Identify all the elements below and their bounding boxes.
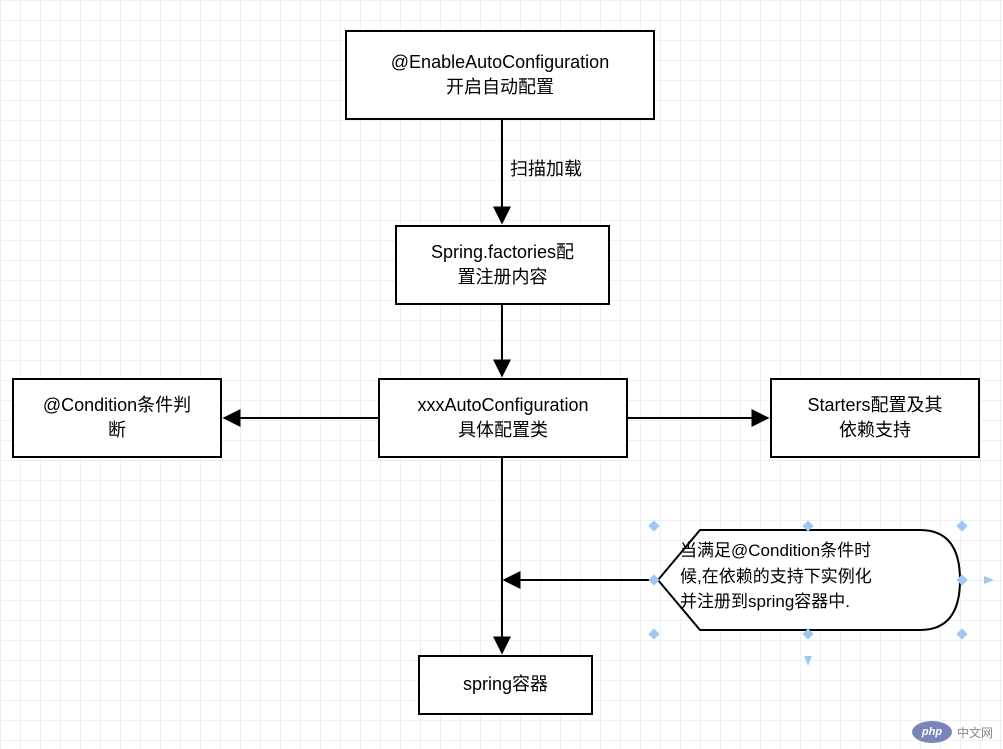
node-text: Spring.factories配 置注册内容 bbox=[431, 240, 574, 290]
selection-handle[interactable] bbox=[802, 628, 813, 639]
selection-handle[interactable] bbox=[802, 520, 813, 531]
node-annotation-text[interactable]: 当满足@Condition条件时 候,在依赖的支持下实例化 并注册到spring… bbox=[680, 538, 950, 622]
line1: @Condition条件判 bbox=[43, 395, 191, 415]
selection-handle[interactable] bbox=[956, 520, 967, 531]
line1: Spring.factories配 bbox=[431, 242, 574, 262]
selection-arrow-right bbox=[984, 576, 994, 584]
line2: 候,在依赖的支持下实例化 bbox=[680, 567, 872, 586]
selection-arrow-down bbox=[804, 656, 812, 666]
line1: @EnableAutoConfiguration bbox=[391, 52, 609, 72]
line2: 具体配置类 bbox=[458, 420, 548, 440]
selection-handle[interactable] bbox=[648, 520, 659, 531]
logo-text: php bbox=[922, 726, 942, 738]
selection-handle[interactable] bbox=[956, 574, 967, 585]
line1: xxxAutoConfiguration bbox=[417, 395, 588, 415]
line2: 开启自动配置 bbox=[446, 77, 554, 97]
selection-handle[interactable] bbox=[648, 628, 659, 639]
line2: 断 bbox=[108, 420, 126, 440]
watermark-text: 中文网 bbox=[957, 724, 993, 741]
node-text: spring容器 bbox=[463, 672, 548, 697]
node-text: @Condition条件判 断 bbox=[43, 393, 191, 443]
node-xxx-autoconfig[interactable]: xxxAutoConfiguration 具体配置类 bbox=[378, 378, 628, 458]
node-text: Starters配置及其 依赖支持 bbox=[807, 393, 942, 443]
line3: 并注册到spring容器中. bbox=[680, 592, 850, 611]
node-condition[interactable]: @Condition条件判 断 bbox=[12, 378, 222, 458]
line2: 置注册内容 bbox=[458, 267, 548, 287]
node-enable-autoconfig[interactable]: @EnableAutoConfiguration 开启自动配置 bbox=[345, 30, 655, 120]
label-text: 扫描加载 bbox=[510, 159, 582, 179]
node-spring-container[interactable]: spring容器 bbox=[418, 655, 593, 715]
php-logo-icon: php bbox=[912, 721, 952, 743]
edge-label-scanload: 扫描加载 bbox=[510, 155, 582, 181]
selection-handle[interactable] bbox=[956, 628, 967, 639]
line1: Starters配置及其 bbox=[807, 395, 942, 415]
node-text: @EnableAutoConfiguration 开启自动配置 bbox=[391, 50, 609, 100]
selection-handle[interactable] bbox=[648, 574, 659, 585]
line2: 依赖支持 bbox=[839, 420, 911, 440]
line1: 当满足@Condition条件时 bbox=[680, 541, 871, 560]
watermark: php 中文网 bbox=[912, 721, 993, 743]
node-starters[interactable]: Starters配置及其 依赖支持 bbox=[770, 378, 980, 458]
node-text: xxxAutoConfiguration 具体配置类 bbox=[417, 393, 588, 443]
node-spring-factories[interactable]: Spring.factories配 置注册内容 bbox=[395, 225, 610, 305]
